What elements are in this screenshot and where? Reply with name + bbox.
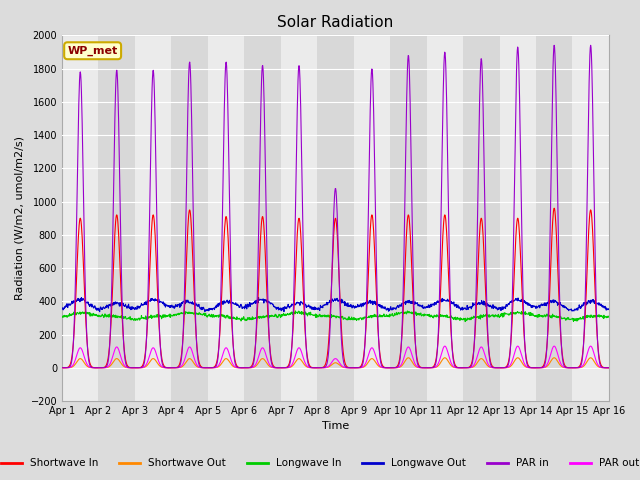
Bar xyxy=(62,36,99,401)
Bar xyxy=(244,36,281,401)
Bar xyxy=(99,36,135,401)
Bar xyxy=(172,36,208,401)
Bar xyxy=(609,36,640,401)
Bar xyxy=(572,36,609,401)
Bar xyxy=(536,36,572,401)
Bar xyxy=(354,36,390,401)
Bar xyxy=(427,36,463,401)
Bar xyxy=(135,36,172,401)
Bar xyxy=(463,36,499,401)
Title: Solar Radiation: Solar Radiation xyxy=(277,15,394,30)
Bar xyxy=(390,36,427,401)
Bar xyxy=(281,36,317,401)
X-axis label: Time: Time xyxy=(322,421,349,432)
Bar xyxy=(499,36,536,401)
Y-axis label: Radiation (W/m2, umol/m2/s): Radiation (W/m2, umol/m2/s) xyxy=(15,136,25,300)
Legend: Shortwave In, Shortwave Out, Longwave In, Longwave Out, PAR in, PAR out: Shortwave In, Shortwave Out, Longwave In… xyxy=(0,454,640,472)
Text: WP_met: WP_met xyxy=(67,46,118,56)
Bar xyxy=(317,36,354,401)
Bar xyxy=(208,36,244,401)
